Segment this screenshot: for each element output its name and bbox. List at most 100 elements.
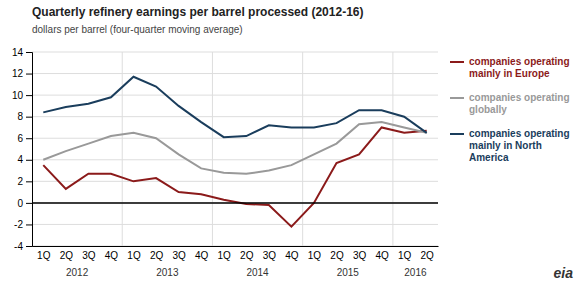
year-separator: [392, 52, 393, 246]
y-tick-mark: [26, 224, 32, 225]
year-separator: [302, 52, 303, 246]
legend-item: companies operatingglobally: [450, 92, 570, 115]
y-axis-line: [26, 53, 33, 247]
x-tick-label: 2Q: [421, 250, 435, 261]
x-tick: 2Q: [60, 250, 74, 261]
y-tick: 4: [17, 154, 32, 165]
x-tick: 4Q: [195, 250, 209, 261]
y-tick-mark: [26, 160, 32, 161]
y-tick-label: 0: [17, 198, 23, 209]
year-separator: [122, 52, 123, 246]
legend-label-line: companies operating: [469, 56, 570, 67]
legend-swatch: [450, 61, 464, 63]
y-axis: -4 -2 0 2 4 6 8 10 12 14: [12, 47, 33, 252]
x-tick-label: 2Q: [330, 250, 344, 261]
grid-line: [32, 159, 438, 160]
year-label: 2016: [404, 267, 427, 278]
subtitle: dollars per barrel (four-quarter moving …: [32, 24, 243, 35]
legend-label: companies operatingmainly in NorthAmeric…: [469, 128, 570, 163]
year-label: 2014: [246, 267, 269, 278]
chart: Quarterly refinery earnings per barrel p…: [0, 0, 583, 286]
year-label: 2013: [156, 267, 179, 278]
title: Quarterly refinery earnings per barrel p…: [32, 5, 363, 19]
y-tick-label: 12: [12, 68, 24, 79]
grid-line: [32, 116, 438, 117]
x-tick: 4Q: [105, 250, 119, 261]
x-tick: 1Q: [218, 250, 232, 261]
y-tick-label: -4: [14, 241, 23, 252]
x-tick-label: 1Q: [127, 250, 141, 261]
year-separators: [122, 52, 393, 246]
x-tick-label: 2Q: [150, 250, 164, 261]
x-tick-label: 3Q: [172, 250, 186, 261]
grid-line: [32, 73, 438, 74]
year-label: 2012: [66, 267, 89, 278]
x-tick-label: 3Q: [263, 250, 277, 261]
x-tick-label: 1Q: [308, 250, 322, 261]
x-axis: 1Q 2Q 3Q 4Q 1Q 2Q 3Q 4Q 1Q 2Q 3Q 4Q 1Q 2Q 3Q 4Q 1Q 2Q: [33, 247, 439, 262]
legend-swatch: [450, 97, 464, 99]
y-tick-label: 6: [17, 133, 23, 144]
legend-label-line: America: [469, 152, 509, 163]
y-tick: 12: [12, 68, 32, 79]
x-tick: 2Q: [330, 250, 344, 261]
x-tick: 1Q: [308, 250, 322, 261]
y-tick: 14: [12, 47, 32, 58]
y-tick-mark: [26, 246, 32, 247]
x-tick-label: 1Q: [398, 250, 412, 261]
y-tick: 2: [17, 176, 32, 187]
y-tick: 6: [17, 133, 32, 144]
grid: [32, 52, 438, 246]
x-tick: 1Q: [127, 250, 141, 261]
legend: companies operatingmainly in Europecompa…: [450, 56, 570, 163]
year-label: 2015: [337, 267, 360, 278]
y-tick-mark: [26, 74, 32, 75]
x-tick-label: 4Q: [195, 250, 209, 261]
legend-label-line: mainly in North: [469, 140, 542, 151]
y-tick-mark: [26, 52, 32, 53]
x-tick-label: 1Q: [37, 250, 51, 261]
y-tick-label: 2: [17, 176, 23, 187]
y-tick-mark: [26, 203, 32, 204]
y-tick: 8: [17, 111, 32, 122]
x-tick: 1Q: [398, 250, 412, 261]
x-tick: 3Q: [353, 250, 367, 261]
series-line: [43, 77, 426, 137]
grid-line: [32, 181, 438, 182]
x-axis-line: [33, 246, 439, 247]
source: eia: [554, 265, 574, 281]
y-tick: -4: [14, 241, 32, 252]
grid-line: [32, 202, 438, 203]
x-tick: 4Q: [285, 250, 299, 261]
legend-item: companies operatingmainly in NorthAmeric…: [450, 128, 570, 163]
x-tick: 1Q: [37, 250, 51, 261]
x-tick: 2Q: [240, 250, 254, 261]
series-line: [43, 122, 426, 174]
legend-swatch: [450, 133, 464, 135]
y-tick: -2: [14, 219, 32, 230]
legend-item: companies operatingmainly in Europe: [450, 56, 570, 79]
legend-label: companies operatingmainly in Europe: [469, 56, 570, 79]
legend-label-line: globally: [469, 104, 507, 115]
series-group: [32, 77, 438, 227]
x-tick: 2Q: [150, 250, 164, 261]
grid-line: [32, 246, 438, 247]
y-tick-label: 10: [12, 90, 24, 101]
x-tick: 4Q: [375, 250, 389, 261]
y-tick-mark: [26, 181, 32, 182]
x-tick: 2Q: [421, 250, 435, 261]
legend-label-line: companies operating: [469, 92, 570, 103]
y-tick-label: 4: [17, 154, 23, 165]
x-tick-label: 2Q: [60, 250, 74, 261]
y-tick: 10: [12, 90, 32, 101]
x-tick: 3Q: [263, 250, 277, 261]
grid-line: [32, 95, 438, 96]
legend-label-line: mainly in Europe: [469, 68, 550, 79]
x-tick-label: 4Q: [285, 250, 299, 261]
x-tick: 3Q: [82, 250, 96, 261]
grid-line: [32, 52, 438, 53]
year-separator: [212, 52, 213, 246]
y-tick-mark: [26, 117, 32, 118]
y-tick-mark: [26, 138, 32, 139]
grid-line: [32, 224, 438, 225]
